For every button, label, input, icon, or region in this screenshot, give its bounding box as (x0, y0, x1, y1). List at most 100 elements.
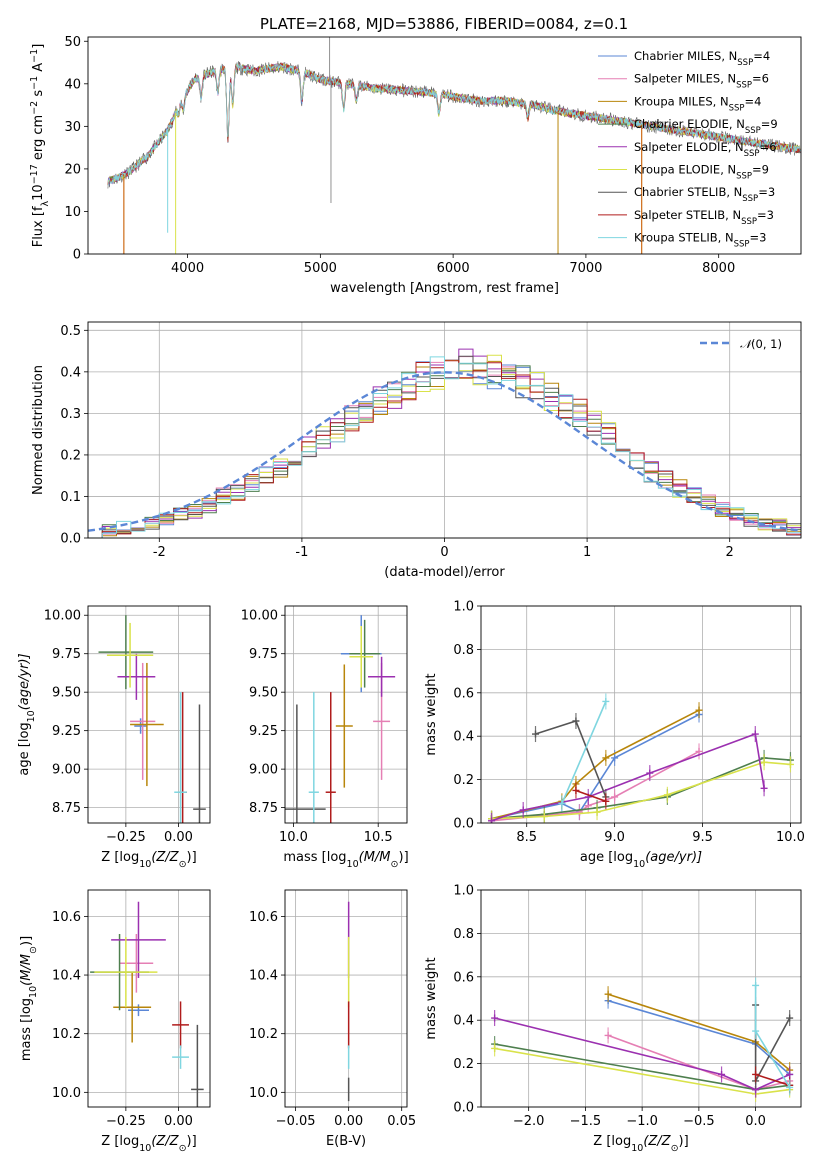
legend-nssp: 3 (767, 208, 774, 222)
x-axis-label-part: Z [log (101, 1134, 139, 1149)
y-tick-label: 10.6 (249, 910, 278, 925)
y-axis-label-part: ] (31, 44, 46, 49)
legend-eq: = (752, 72, 762, 86)
y-tick-label: 8.75 (52, 801, 81, 816)
legend-lib: ELODIE (686, 140, 728, 154)
y-tick-label: 0.3 (60, 407, 81, 422)
legend-n: , N (729, 117, 745, 131)
legend-eq: = (757, 208, 767, 222)
axes-mass-age: 10.0 10.5 8.75 9.00 9.25 9.50 9.75 10.00 mass [l… (241, 605, 409, 870)
legend-n-sub: SSP (736, 172, 752, 182)
axes-residuals: -2 -1 0 1 2 0.0 0.1 0.2 0.3 0.4 0.5 (data-model)/er… (31, 321, 802, 580)
x-axis-label: mass [log10(M/M⊙)] (283, 850, 408, 870)
legend-nssp: 6 (762, 72, 769, 86)
y-tick-label: 10.00 (241, 609, 278, 624)
axes-frame (284, 889, 408, 1108)
y-tick-label: 9.50 (249, 686, 278, 701)
axes-frame (480, 605, 802, 824)
y-tick-label: 10 (64, 205, 81, 220)
y-axis-label: age [log10(age/yr)] (17, 653, 37, 775)
legend-eq: = (745, 94, 755, 108)
y-tick-label: 1.0 (453, 600, 474, 615)
y-axis-label: mass weight (424, 957, 439, 1039)
legend-lib: MILES (687, 49, 721, 63)
x-tick-label: 0 (440, 545, 448, 560)
x-axis-label-part: (Z/Z (151, 850, 179, 865)
y-tick-label: 9.75 (249, 647, 278, 662)
weight-line (494, 1017, 791, 1091)
y-tick-label: 0.2 (453, 773, 474, 788)
axes-spectrum: 4000 5000 6000 7000 8000 0 10 20 30 40 50 wavelengt… (29, 35, 802, 296)
y-axis-label-part: s (31, 90, 46, 101)
legend-imf: Salpeter (634, 208, 683, 222)
legend-n-sub: SSP (744, 149, 760, 159)
axes-z-age: −0.25 0.00 8.75 9.00 9.25 9.50 9.75 10.00 Z [log… (17, 605, 211, 870)
legend-entry: Salpeter MILES, NSSP=6 (634, 72, 769, 91)
x-axis-label: (data-model)/error (384, 565, 505, 580)
legend-n: , N (726, 185, 742, 199)
y-tick-label: 0.4 (453, 730, 474, 745)
x-axis-label-part: (Z/Z (151, 1134, 179, 1149)
legend-nssp: 3 (768, 185, 775, 199)
legend-lib: STELIB (678, 231, 717, 245)
x-axis-label-part: (Z/Z (643, 1134, 671, 1149)
x-tick-label: −0.25 (106, 1114, 146, 1129)
x-axis-label-part: )] (187, 1134, 197, 1149)
legend-imf: Salpeter (634, 140, 683, 154)
legend-imf: Kroupa (634, 231, 675, 245)
y-tick-label: 9.25 (52, 724, 81, 739)
x-tick-label: 9.5 (692, 830, 713, 845)
plot-area (488, 693, 794, 823)
y-tick-label: 0.1 (60, 490, 81, 505)
y-axis-label-part: A (31, 63, 46, 76)
y-tick-label: 10.4 (249, 969, 278, 984)
y-tick-label: 0.8 (453, 643, 474, 658)
x-axis-label-part: age [log (580, 850, 633, 865)
legend-eq: = (753, 49, 763, 63)
y-tick-label: 9.00 (249, 763, 278, 778)
legend-imf: Chabrier (634, 49, 684, 63)
histogram-step (88, 355, 801, 538)
y-axis-label-part: 10 (31, 184, 46, 201)
x-tick-label: 0.00 (334, 1114, 363, 1129)
x-tick-label: 8000 (702, 261, 735, 276)
x-tick-label: 0.00 (164, 830, 193, 845)
legend-nssp: 3 (759, 231, 766, 245)
weight-line (755, 1073, 790, 1087)
y-axis-label-part: −2 (29, 101, 40, 115)
y-axis-label-part: (age/yr)] (17, 653, 32, 710)
legend-n-sub: SSP (737, 58, 753, 68)
legend-n-sub: SSP (745, 126, 761, 136)
y-axis-label-part: −17 (29, 164, 40, 184)
axes-frame (87, 889, 211, 1108)
weight-line (491, 757, 791, 820)
y-axis-label-part: (M/M (19, 954, 34, 986)
x-tick-label: 10.5 (364, 830, 393, 845)
legend-entry: Kroupa MILES, NSSP=4 (634, 94, 761, 113)
legend-n-sub: SSP (741, 217, 757, 227)
y-tick-label: 10.00 (44, 609, 81, 624)
x-tick-label: 0.0 (745, 1114, 766, 1129)
legend-lib: ELODIE (678, 163, 720, 177)
legend-eq: = (752, 163, 762, 177)
axes-frame (480, 889, 802, 1108)
legend-imf: Kroupa (634, 94, 675, 108)
legend-eq: = (749, 231, 759, 245)
y-tick-label: 10.0 (249, 1086, 278, 1101)
spectrum-line (107, 62, 801, 186)
y-tick-label: 0.8 (453, 927, 474, 942)
legend-eq: = (758, 185, 768, 199)
y-axis-label-part: 10 (26, 710, 37, 722)
legend-nssp: 9 (770, 117, 777, 131)
axes-ebv-mass: −0.05 0.00 0.05 10.0 10.2 10.4 10.6 E(B-V) (249, 889, 416, 1149)
plot-area (285, 615, 396, 823)
x-axis-label: Z [log10(Z/Z⊙)] (101, 850, 196, 870)
legend-n: , N (718, 231, 734, 245)
x-tick-label: 0.05 (387, 1114, 416, 1129)
legend-n: , N (725, 208, 741, 222)
axes-z-weight: −2.0 −1.5 −1.0 −0.5 0.0 0.0 0.2 0.4 0.6 0.8 1.0 Z [… (424, 884, 802, 1154)
x-axis-label: Z [log10(Z/Z⊙)] (593, 1134, 688, 1154)
x-tick-label: −1.0 (626, 1114, 658, 1129)
